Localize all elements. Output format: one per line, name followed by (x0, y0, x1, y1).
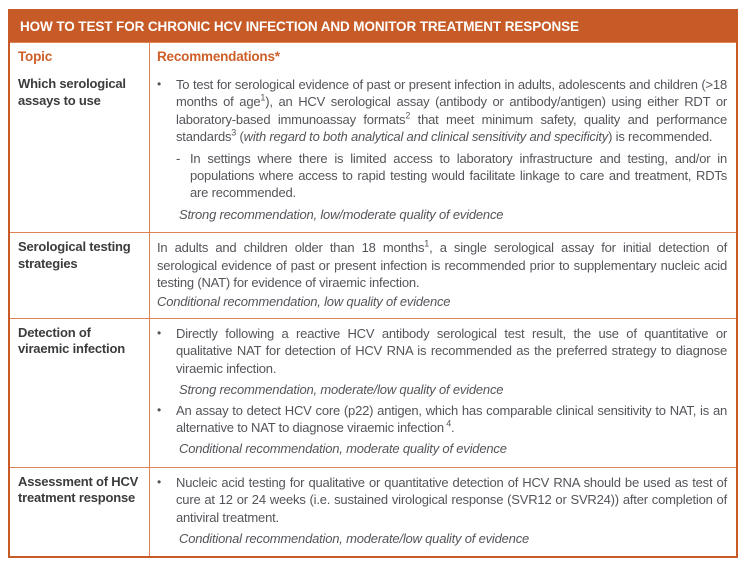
recommendation-evidence: Conditional recommendation, moderate qua… (179, 441, 507, 457)
bullet-marker: • (157, 402, 162, 417)
table-header-row: Topic Recommendations* (10, 42, 736, 70)
recommendation-bullet: • Directly following a reactive HCV antib… (157, 325, 727, 376)
dash-marker: - (176, 150, 181, 166)
recommendation-evidence: Conditional recommendation, moderate/low… (179, 530, 530, 546)
bullet-marker: • (157, 325, 162, 340)
table-row: Detection of viraemic infection • Directly… (10, 317, 736, 467)
recommendation-evidence-flush: Conditional recommendation, low quality … (157, 294, 451, 310)
topic-cell: Serological testing strategies (10, 233, 150, 318)
recommendation-bullet: • An assay to detect HCV core (p22) antig… (157, 402, 727, 435)
topic-cell: Detection of viraemic infection (10, 318, 150, 467)
recommendation-bullet: • To test for serological evidence of pas… (157, 77, 728, 145)
topic-cell: Which serological assays to use (10, 70, 150, 233)
column-header-recommendations: Recommendations* (157, 49, 280, 64)
recommendation-evidence: Strong recommendation, low/moderate qual… (179, 206, 504, 222)
table-row: Serological testing strategies In adults … (10, 232, 736, 318)
recommendation-dash: - In settings where there is limited acce… (176, 150, 727, 201)
hcv-testing-table: HOW TO TEST FOR CHRONIC HCV INFECTION AN… (8, 9, 738, 559)
topic-cell: Assessment of HCV treatment response (10, 467, 150, 557)
recommendations-cell: • Directly following a reactive HCV antib… (150, 319, 736, 467)
table-row: Which serological assays to use • To test … (10, 70, 736, 233)
recommendation-evidence: Strong recommendation, moderate/low qual… (179, 382, 504, 398)
table-title: HOW TO TEST FOR CHRONIC HCV INFECTION AN… (10, 11, 736, 42)
column-header-topic: Topic (10, 43, 150, 70)
recommendations-cell: • Nucleic acid testing for qualitative or… (150, 468, 736, 557)
recommendation-bullet: • Nucleic acid testing for qualitative or… (157, 474, 727, 525)
table-row: Assessment of HCV treatment response • Nuc… (10, 466, 736, 557)
table-body: Which serological assays to use • To test … (10, 70, 736, 557)
bullet-marker: • (157, 474, 162, 489)
bullet-marker: • (157, 77, 162, 91)
recommendations-cell: In adults and children older than 18 mon… (150, 233, 736, 318)
recommendations-cell: • To test for serological evidence of pas… (150, 70, 736, 232)
recommendation-plain: In adults and children older than 18 mon… (157, 238, 728, 291)
